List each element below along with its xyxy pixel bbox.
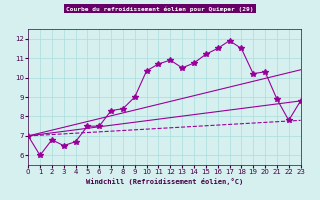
X-axis label: Windchill (Refroidissement éolien,°C): Windchill (Refroidissement éolien,°C) [86,178,243,185]
Text: Courbe du refroidissement éolien pour Quimper (29): Courbe du refroidissement éolien pour Qu… [66,6,254,11]
